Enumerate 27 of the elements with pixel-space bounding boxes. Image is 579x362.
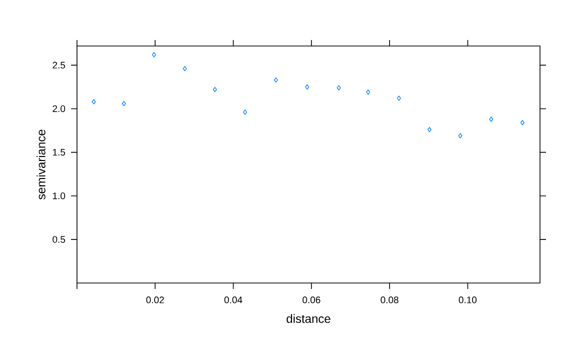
point: [92, 99, 96, 104]
point: [212, 87, 217, 92]
y-tick-label: 2.0: [52, 105, 66, 112]
point: [274, 77, 278, 83]
y-axis-title: semivariance: [36, 130, 46, 200]
x-tick-label: 0.02: [146, 296, 164, 304]
x-tick-label: 0.08: [380, 296, 398, 304]
point: [336, 85, 341, 90]
point: [182, 66, 187, 72]
point: [396, 96, 401, 101]
y-tick-label: 1.0: [52, 192, 66, 200]
y-tick-label: 0.5: [52, 236, 66, 243]
point: [243, 110, 248, 115]
point: [458, 133, 462, 138]
point: [427, 127, 432, 132]
point: [489, 116, 494, 122]
x-tick-label: 0.04: [224, 296, 242, 304]
y-tick-label: 2.5: [52, 62, 66, 69]
x-axis-title: distance: [286, 314, 330, 323]
point: [305, 84, 310, 90]
x-tick-label: 0.10: [458, 296, 477, 304]
point: [520, 120, 524, 126]
point: [122, 100, 126, 106]
y-tick-label: 1.5: [52, 148, 66, 156]
x-tick-label: 0.06: [302, 296, 320, 304]
point: [152, 52, 156, 58]
point: [366, 90, 370, 95]
